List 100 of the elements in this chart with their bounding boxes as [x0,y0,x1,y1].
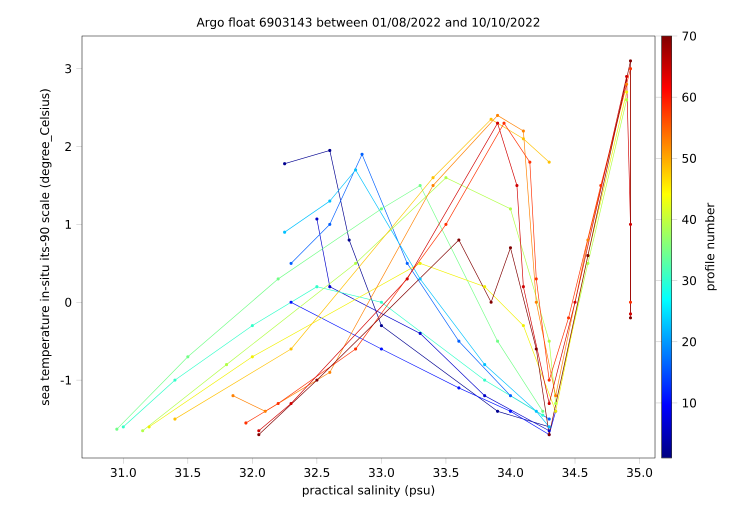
point [283,162,286,166]
point [554,394,558,398]
point [432,176,435,180]
point [496,410,500,413]
point [418,262,422,265]
color-bar-label: 20 [682,337,696,346]
point [348,238,351,242]
chart-title: Argo float 6903143 between 01/08/2022 and 10/10/2022 [196,17,540,30]
y-tick-label: 3 [65,64,72,74]
point [528,160,532,164]
point [141,429,144,432]
point [534,277,538,280]
point [290,402,293,406]
point [508,246,512,250]
x-tick-label: 32.5 [304,468,330,478]
point [173,418,176,421]
point [496,114,500,117]
point [599,184,602,188]
color-bar-label: 30 [682,276,696,286]
point [264,410,267,413]
x-tick-label: 32.0 [240,468,265,478]
x-tick-label: 31.5 [175,468,200,478]
point [483,378,486,382]
point [534,300,538,304]
point [508,410,512,413]
point [354,347,358,351]
point [625,90,628,94]
y-tick-label: 1 [66,220,71,229]
point [328,222,332,226]
point [522,129,525,133]
point [483,394,486,398]
point [522,285,525,288]
point [573,300,577,304]
point [290,300,293,304]
y-axis-title: sea temperature in-situ its-90 scale (degree_Celsius) [40,89,52,406]
point [502,122,506,125]
point [548,160,551,164]
point [496,122,500,125]
y-tick-label: 2 [65,142,71,152]
point [515,184,518,188]
point [380,300,383,304]
point [625,98,628,102]
point [315,378,318,382]
point [418,332,422,335]
point [548,378,551,382]
y-tick-label: -1 [60,376,71,385]
point [534,410,538,413]
point [290,262,293,265]
point [122,425,125,428]
point [257,429,260,432]
point [290,347,293,351]
point [522,137,525,140]
x-tick-label: 35.0 [627,468,652,478]
point [432,184,435,188]
point [483,363,486,366]
x-axis-title: practical salinity (psu) [302,485,434,497]
color-bar-label: 70 [682,31,696,41]
point [360,152,364,156]
point [328,200,332,203]
point [628,300,632,304]
point [522,324,525,328]
point [457,238,460,242]
point [186,355,190,358]
y-tick-label: 0 [65,298,72,307]
point [328,370,332,374]
point [444,176,448,180]
point [406,277,409,280]
point [541,410,544,413]
point [250,324,254,328]
point [490,118,493,121]
point [418,277,422,280]
point [490,300,493,304]
color-bar-label: 10 [682,398,696,408]
point [406,262,409,265]
point [244,421,248,424]
point [276,277,280,280]
x-tick-label: 33.5 [434,468,458,478]
point [508,207,512,210]
point [541,414,544,417]
point [457,386,460,390]
point [457,340,460,343]
point [231,394,235,398]
point [354,168,358,172]
point [315,285,318,288]
color-bar-label: 40 [682,214,696,224]
x-tick-label: 34.5 [562,468,588,478]
point [380,207,383,210]
point [444,222,448,226]
point [276,402,280,406]
point [380,347,383,351]
point [628,312,632,316]
point [508,394,512,398]
point [625,82,628,86]
point [628,59,632,62]
point [328,285,332,288]
point [628,222,632,226]
point [548,418,551,421]
point [496,340,500,343]
point [567,316,570,320]
point [586,262,590,265]
